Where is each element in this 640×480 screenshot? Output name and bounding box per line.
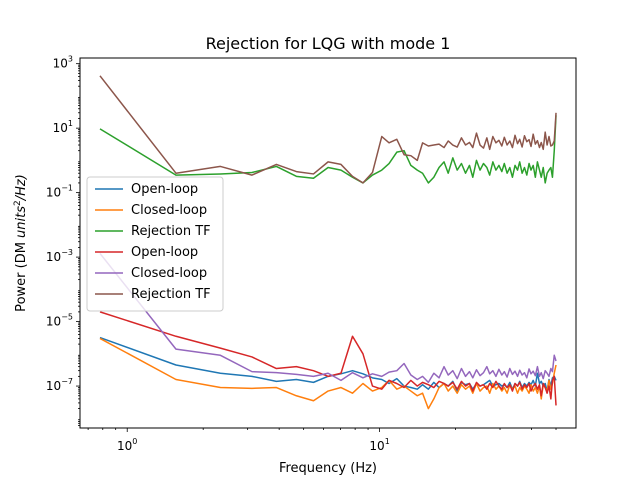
legend-label: Open-loop	[131, 182, 198, 197]
series-layer	[99, 75, 557, 410]
y-axis-label-sup: 2	[13, 200, 23, 206]
y-tick-label: 10−3	[46, 248, 73, 264]
y-tick-label: 10−1	[46, 184, 73, 200]
x-tick-label: 101	[369, 437, 389, 453]
series-line-4	[99, 311, 557, 406]
y-tick-label: 10−7	[46, 377, 73, 393]
series-line-5	[99, 252, 557, 384]
series-line-3	[99, 115, 557, 184]
y-tick-label: 103	[53, 55, 73, 71]
chart-title: Rejection for LQG with mode 1	[206, 34, 451, 53]
legend: Open-loop Closed-loop Rejection TF Open-loo…	[86, 176, 224, 312]
y-tick-label: 10−5	[46, 313, 73, 329]
y-axis-ticks: 10−7 10−5 10−3 10−1 101 103	[46, 55, 80, 426]
x-axis-label: Frequency (Hz)	[279, 461, 377, 476]
legend-label: Rejection TF	[131, 287, 211, 302]
plot-frame	[79, 57, 577, 429]
legend-label: Closed-loop	[131, 266, 207, 281]
y-tick-label: 101	[53, 119, 73, 135]
plot-area	[79, 57, 577, 429]
y-axis-label-tail: /Hz)	[14, 174, 29, 201]
legend-label: Rejection TF	[131, 224, 211, 239]
series-line-6	[99, 75, 557, 184]
series-line-2	[99, 337, 557, 410]
legend-label: Closed-loop	[131, 203, 207, 218]
legend-label: Open-loop	[131, 245, 198, 260]
y-axis-label-units: units	[14, 206, 29, 238]
series-line-1	[99, 336, 557, 392]
y-axis-label: Power (DM units2/Hz)	[13, 174, 29, 312]
x-axis-ticks: 100 101	[87, 428, 557, 453]
y-axis-label-main: Power (DM	[14, 238, 29, 312]
x-tick-label: 100	[117, 437, 137, 453]
